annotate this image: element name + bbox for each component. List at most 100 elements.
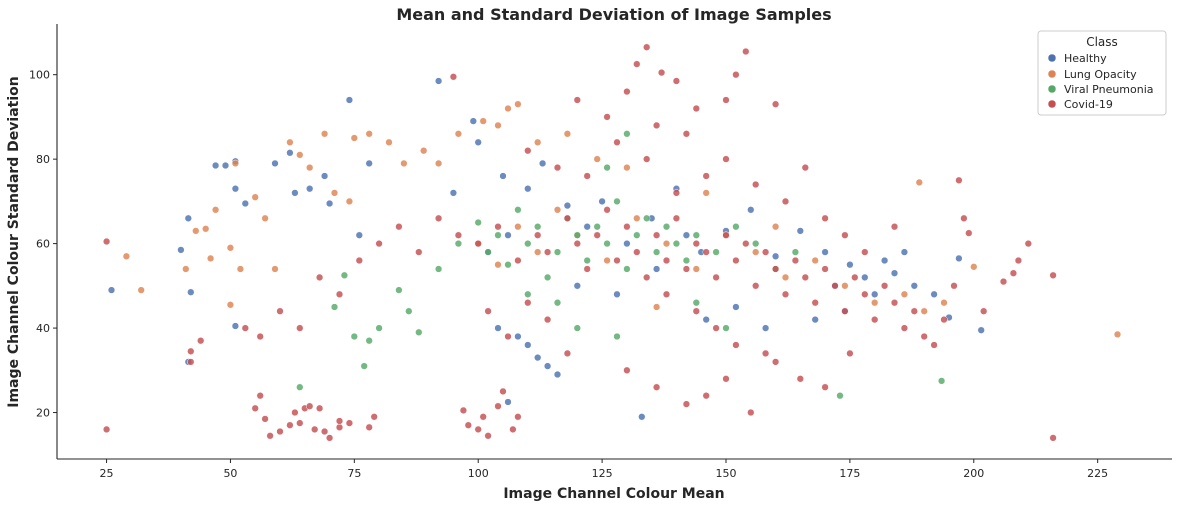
point-healthy — [890, 269, 899, 277]
point-covid-19 — [474, 425, 482, 434]
point-lung-opacity — [563, 130, 572, 138]
point-covid-19 — [623, 87, 631, 96]
point-viral-pneumonia — [543, 273, 552, 282]
point-covid-19 — [672, 77, 681, 85]
point-viral-pneumonia — [573, 231, 581, 239]
point-lung-opacity — [385, 138, 393, 146]
point-covid-19 — [593, 231, 601, 239]
point-covid-19 — [950, 282, 958, 290]
point-covid-19 — [514, 256, 522, 265]
point-covid-19 — [583, 265, 591, 273]
point-covid-19 — [261, 415, 269, 423]
point-covid-19 — [801, 163, 809, 172]
point-covid-19 — [613, 256, 621, 265]
point-viral-pneumonia — [623, 130, 631, 138]
point-healthy — [682, 231, 691, 239]
point-covid-19 — [821, 214, 829, 222]
point-covid-19 — [499, 387, 507, 396]
point-healthy — [504, 398, 512, 406]
point-viral-pneumonia — [330, 303, 339, 311]
point-viral-pneumonia — [395, 286, 403, 294]
point-healthy — [524, 185, 532, 193]
point-healthy — [291, 189, 299, 197]
point-lung-opacity — [970, 263, 978, 271]
point-covid-19 — [613, 138, 621, 146]
point-healthy — [514, 332, 522, 341]
point-covid-19 — [474, 239, 482, 248]
point-covid-19 — [296, 419, 304, 427]
point-lung-opacity — [400, 159, 408, 168]
point-healthy — [732, 303, 740, 311]
point-healthy — [910, 282, 918, 290]
point-covid-19 — [871, 315, 879, 324]
point-covid-19 — [241, 324, 249, 332]
point-covid-19 — [732, 71, 740, 79]
point-covid-19 — [781, 290, 790, 298]
point-covid-19 — [320, 427, 329, 436]
point-healthy — [211, 161, 220, 170]
point-healthy — [871, 290, 879, 298]
point-viral-pneumonia — [652, 248, 661, 256]
point-covid-19 — [524, 147, 532, 155]
point-viral-pneumonia — [692, 299, 700, 307]
x-tick-label: 75 — [347, 467, 361, 480]
point-lung-opacity — [306, 163, 314, 172]
point-covid-19 — [657, 68, 666, 77]
point-lung-opacity — [811, 256, 819, 265]
point-viral-pneumonia — [350, 332, 358, 341]
point-viral-pneumonia — [494, 231, 502, 239]
point-lung-opacity — [504, 104, 512, 113]
point-healthy — [761, 324, 770, 332]
point-viral-pneumonia — [415, 328, 423, 336]
point-covid-19 — [415, 248, 423, 256]
point-covid-19 — [999, 277, 1008, 286]
point-viral-pneumonia — [484, 248, 492, 256]
point-covid-19 — [251, 404, 259, 412]
point-lung-opacity — [752, 248, 760, 256]
point-covid-19 — [102, 425, 111, 434]
point-covid-19 — [890, 299, 899, 307]
point-healthy — [107, 286, 116, 294]
point-covid-19 — [256, 332, 264, 341]
x-tick-label: 200 — [963, 467, 984, 480]
point-healthy — [623, 239, 631, 248]
point-covid-19 — [583, 172, 591, 180]
point-viral-pneumonia — [375, 324, 383, 332]
point-lung-opacity — [940, 299, 948, 307]
point-healthy — [543, 362, 552, 370]
point-covid-19 — [370, 413, 378, 421]
point-covid-19 — [563, 349, 572, 358]
point-lung-opacity — [296, 151, 304, 159]
point-healthy — [613, 290, 621, 298]
point-healthy — [880, 256, 889, 265]
point-covid-19 — [345, 419, 354, 427]
y-tick-label: 100 — [29, 69, 50, 82]
point-viral-pneumonia — [643, 214, 651, 222]
point-covid-19 — [771, 100, 780, 108]
point-lung-opacity — [692, 265, 700, 273]
point-lung-opacity — [226, 244, 235, 252]
point-covid-19 — [702, 392, 710, 400]
point-lung-opacity — [920, 307, 928, 315]
point-viral-pneumonia — [340, 271, 349, 279]
point-lung-opacity — [633, 214, 641, 222]
point-healthy — [955, 254, 963, 263]
point-covid-19 — [504, 332, 512, 341]
point-covid-19 — [761, 248, 770, 256]
point-covid-19 — [861, 290, 869, 298]
point-covid-19 — [286, 421, 294, 429]
point-lung-opacity — [231, 159, 240, 168]
point-healthy — [771, 252, 780, 260]
y-tick-label: 40 — [36, 322, 50, 335]
point-healthy — [538, 159, 547, 168]
point-healthy — [598, 197, 606, 206]
point-lung-opacity — [603, 256, 611, 265]
point-viral-pneumonia — [454, 239, 463, 248]
point-healthy — [563, 201, 572, 210]
point-covid-19 — [187, 347, 195, 355]
point-covid-19 — [771, 265, 780, 273]
legend-frame — [1037, 30, 1167, 116]
point-healthy — [325, 199, 334, 208]
point-viral-pneumonia — [603, 239, 611, 248]
point-viral-pneumonia — [623, 265, 631, 273]
